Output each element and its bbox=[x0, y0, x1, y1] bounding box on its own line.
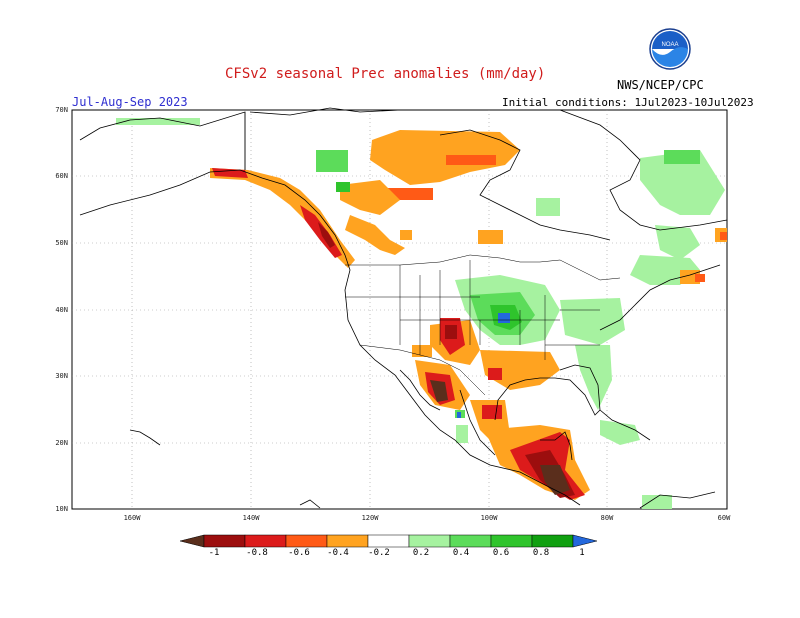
colorbar-label: 1 bbox=[579, 548, 585, 558]
colorbar bbox=[179, 534, 598, 548]
initial-conditions-label: Initial conditions: 1Jul2023-10Jul2023 bbox=[502, 96, 754, 109]
noaa-logo: NOAA bbox=[649, 28, 691, 70]
colorbar-swatch bbox=[490, 534, 533, 548]
colorbar-arrow-low bbox=[179, 534, 205, 548]
political-borders bbox=[244, 112, 621, 396]
colorbar-swatch bbox=[408, 534, 451, 548]
lat-label: 40N bbox=[55, 306, 68, 314]
colorbar-swatch bbox=[367, 534, 410, 548]
lat-label: 30N bbox=[55, 372, 68, 380]
colorbar-arrow-high bbox=[572, 534, 598, 548]
colorbar-swatch bbox=[244, 534, 287, 548]
lat-label: 60N bbox=[55, 172, 68, 180]
anomaly-shading bbox=[116, 118, 727, 509]
colorbar-label: 0.2 bbox=[412, 548, 430, 558]
colorbar-swatch bbox=[449, 534, 492, 548]
lon-label: 120W bbox=[361, 514, 379, 522]
colorbar-label: -0.2 bbox=[368, 548, 390, 558]
map-grid bbox=[72, 110, 727, 509]
colorbar-swatch bbox=[285, 534, 328, 548]
colorbar-label: 0.4 bbox=[452, 548, 470, 558]
colorbar-swatch bbox=[326, 534, 369, 548]
colorbar-label: -0.4 bbox=[327, 548, 349, 558]
lon-label: 80W bbox=[600, 514, 614, 522]
lat-label: 70N bbox=[55, 106, 68, 114]
lon-label: 140W bbox=[242, 514, 260, 522]
lon-label: 60W bbox=[717, 514, 731, 522]
colorbar-label: -0.6 bbox=[288, 548, 310, 558]
colorbar-swatch bbox=[203, 534, 246, 548]
colorbar-label: -0.8 bbox=[246, 548, 268, 558]
lon-label: 160W bbox=[123, 514, 141, 522]
colorbar-swatch bbox=[531, 534, 574, 548]
colorbar-label: -1 bbox=[208, 548, 220, 558]
map-title: CFSv2 seasonal Prec anomalies (mm/day) bbox=[225, 66, 546, 82]
lon-label: 100W bbox=[480, 514, 498, 522]
lat-label: 20N bbox=[55, 439, 68, 447]
colorbar-label: 0.6 bbox=[492, 548, 510, 558]
agency-label: NWS/NCEP/CPC bbox=[617, 78, 704, 92]
lat-label: 10N bbox=[55, 505, 68, 513]
lat-label: 50N bbox=[55, 239, 68, 247]
colorbar-label: 0.8 bbox=[532, 548, 550, 558]
logo-text: NOAA bbox=[661, 42, 678, 48]
season-label: Jul-Aug-Sep 2023 bbox=[72, 95, 188, 109]
